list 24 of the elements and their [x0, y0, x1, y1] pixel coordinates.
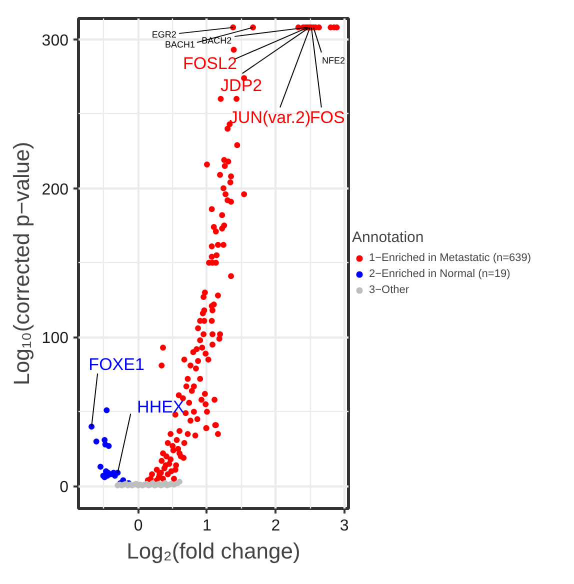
legend-label: 2−Enriched in Normal (n=19) [369, 268, 510, 280]
legend-label: 3−Other [369, 284, 410, 296]
annotation: FOS [310, 108, 345, 127]
annotation: NFE2 [322, 55, 345, 66]
legend-label: 1−Enriched in Metastatic (n=639) [369, 252, 532, 264]
annotation: FOSL2 [183, 54, 237, 73]
annotation: JDP2 [220, 76, 262, 95]
y-tick-label: 200 [42, 181, 69, 198]
y-axis-title: Log₁₀(corrected p−value) [8, 142, 34, 386]
legend-title: Annotation [352, 229, 425, 246]
y-tick-label: 300 [42, 32, 69, 50]
x-axis-title: Log₂(fold change) [126, 538, 300, 564]
annotation: BACH1 [165, 39, 196, 50]
annotation: EGR2 [152, 29, 176, 40]
annotation: HHEX [137, 397, 184, 416]
x-tick-label: 2 [271, 518, 280, 534]
y-tick-label: 100 [42, 330, 69, 348]
annotation: FOXE1 [88, 355, 144, 374]
x-tick-label: 1 [202, 518, 212, 534]
annotation: BACH2 [202, 35, 232, 46]
y-tick-label: 0 [60, 479, 69, 496]
x-tick-label: 3 [340, 518, 349, 534]
x-tick-label: 0 [134, 518, 143, 534]
annotation: JUN(var.2) [229, 108, 311, 127]
